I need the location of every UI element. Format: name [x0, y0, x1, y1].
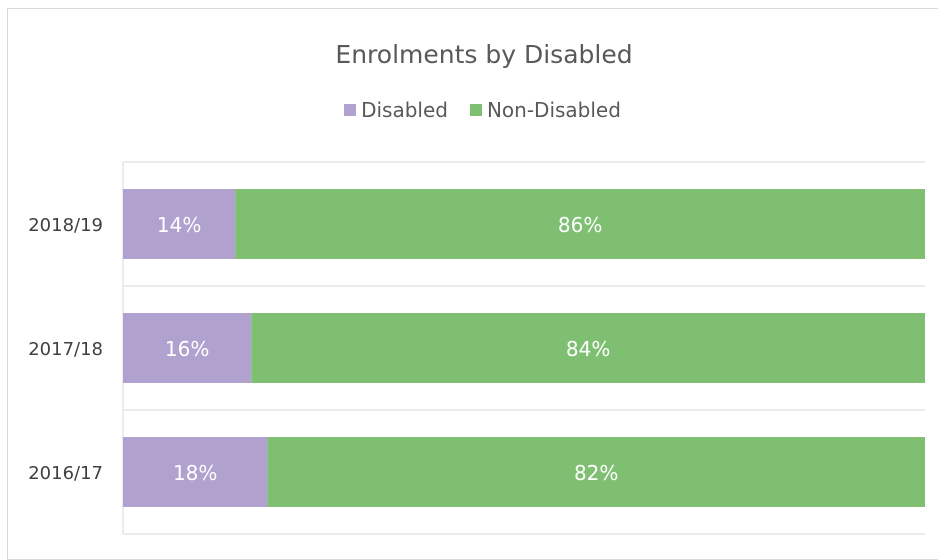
- data-label: 84%: [566, 337, 610, 361]
- bar-non-disabled: [235, 189, 925, 259]
- legend-swatch-non-disabled: [469, 104, 482, 116]
- legend-item-disabled: Disabled: [344, 98, 448, 122]
- bar-disabled: [123, 313, 252, 383]
- category-label: 2018/19: [28, 215, 103, 236]
- category-label: 2016/17: [28, 463, 103, 484]
- bar-disabled: [123, 189, 236, 259]
- category-label: 2017/18: [28, 339, 103, 360]
- legend-label-non-disabled: Non-Disabled: [486, 98, 621, 122]
- data-label: 86%: [558, 213, 602, 237]
- chart-title: Enrolments by Disabled: [335, 40, 633, 69]
- data-label: 18%: [173, 461, 217, 485]
- legend-swatch-disabled: [344, 104, 357, 116]
- chart-legend: Disabled Non-Disabled: [0, 98, 938, 122]
- legend-item-non-disabled: Non-Disabled: [469, 98, 621, 122]
- legend-label-disabled: Disabled: [361, 98, 448, 122]
- bar-non-disabled: [267, 437, 925, 507]
- data-label: 82%: [574, 461, 618, 485]
- data-label: 16%: [165, 337, 209, 361]
- data-label: 14%: [157, 213, 201, 237]
- bar-non-disabled: [251, 313, 925, 383]
- bar-disabled: [123, 437, 268, 507]
